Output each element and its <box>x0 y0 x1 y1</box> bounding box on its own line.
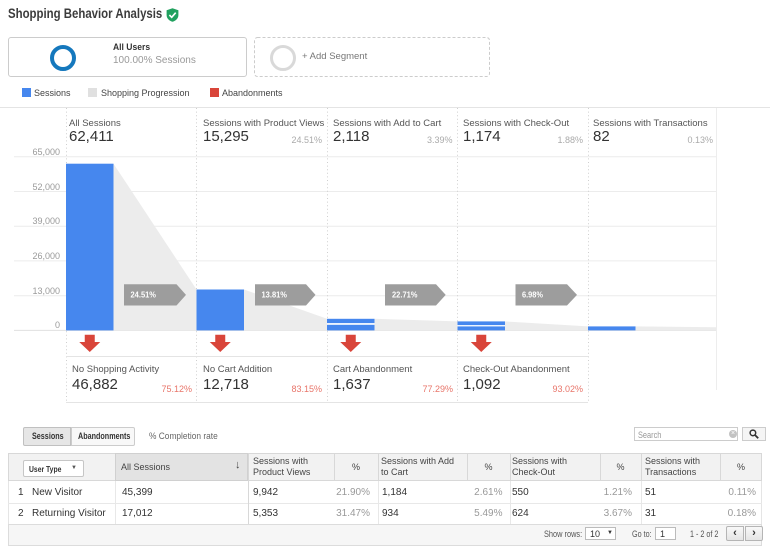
svg-text:13.81%: 13.81% <box>262 290 288 300</box>
svg-text:22.71%: 22.71% <box>392 290 418 300</box>
svg-text:24.51%: 24.51% <box>131 290 157 300</box>
svg-text:6.98%: 6.98% <box>522 290 543 300</box>
